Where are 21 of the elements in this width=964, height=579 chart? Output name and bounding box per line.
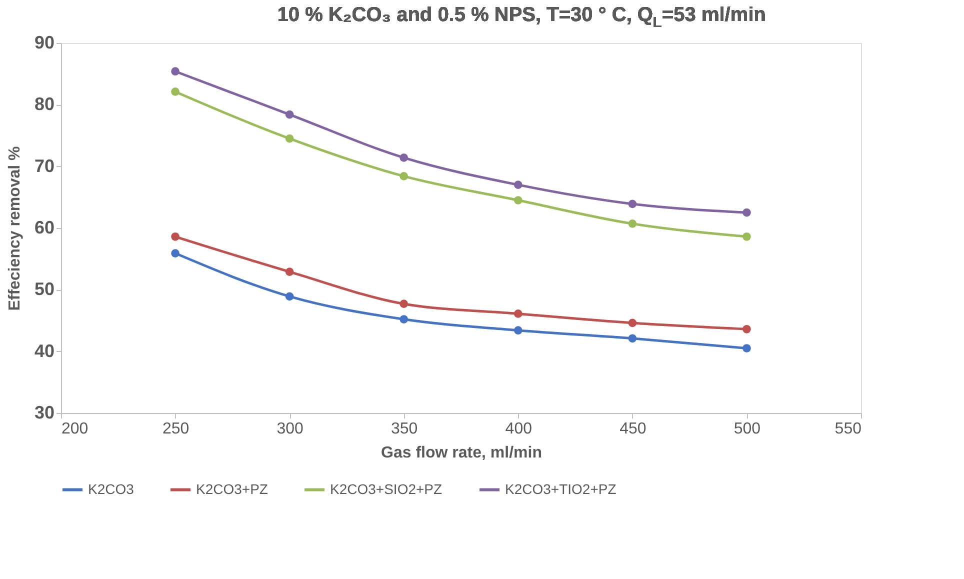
legend-label: K2CO3: [88, 480, 134, 497]
y-tick-label: 80: [34, 94, 54, 114]
legend-label: K2CO3+SIO2+PZ: [330, 480, 443, 497]
x-tick-label: 400: [505, 420, 532, 438]
x-axis-title: Gas flow rate, ml/min: [381, 444, 542, 462]
x-tick-label: 250: [162, 420, 190, 438]
y-tick-label: 40: [34, 340, 54, 361]
x-tick-label: 500: [734, 420, 761, 438]
legend-label: K2CO3+PZ: [196, 480, 268, 497]
x-tick-label: 450: [620, 420, 646, 438]
y-axis-title: Effeciency removal %: [6, 146, 24, 311]
legend-label: K2CO3+TIO2+PZ: [505, 480, 617, 497]
y-tick-label: 60: [34, 218, 54, 238]
x-tick-label: 200: [62, 420, 88, 438]
y-tick-label: 50: [34, 279, 54, 300]
x-tick-label: 350: [391, 420, 418, 438]
y-tick-label: 70: [34, 156, 54, 176]
y-tick-label: 30: [34, 402, 54, 422]
y-tick-label: 90: [34, 32, 54, 52]
x-tick-label: 550: [834, 420, 862, 438]
x-tick-label: 300: [276, 420, 304, 438]
